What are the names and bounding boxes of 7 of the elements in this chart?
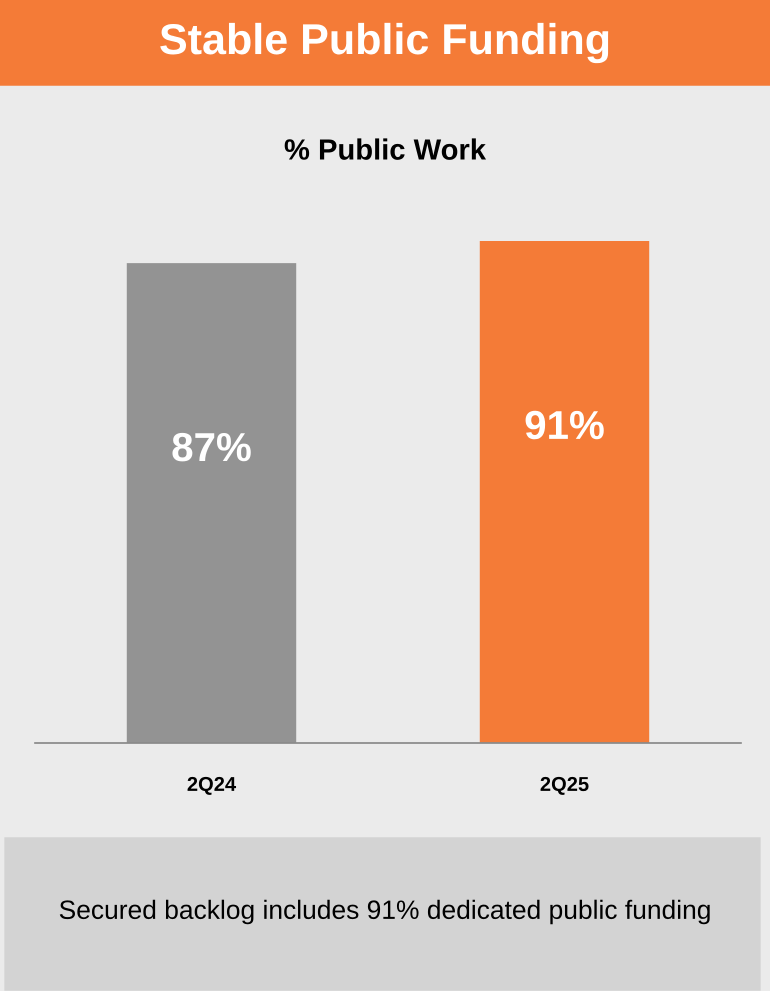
data-label: 91% xyxy=(526,410,604,440)
chart-subtitle: % Public Work xyxy=(284,138,486,160)
x-tick-label: 2Q25 xyxy=(540,776,589,795)
data-label: 87% xyxy=(172,432,251,462)
chart-title: Stable Public Funding xyxy=(160,22,608,64)
x-tick-label: 2Q24 xyxy=(188,776,236,795)
text: Secured backlog includes 91% dedicated public funding xyxy=(60,900,710,924)
